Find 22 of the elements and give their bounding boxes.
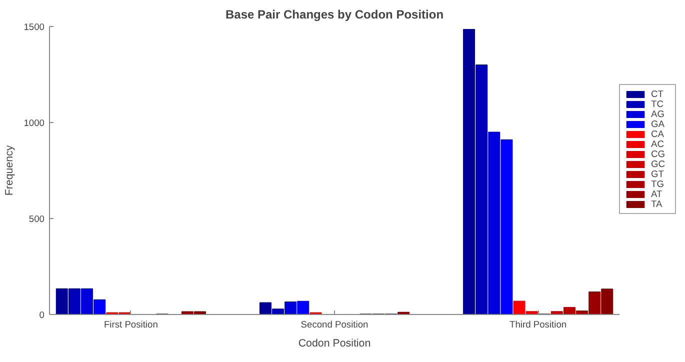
legend-label: AG [651, 109, 666, 119]
x-tick-label: Second Position [300, 320, 368, 330]
y-tick-label: 1000 [24, 118, 45, 128]
chart-title: Base Pair Changes by Codon Position [225, 8, 444, 22]
x-tick-label: First Position [104, 320, 158, 330]
y-axis-title: Frequency [4, 144, 16, 196]
legend-label: TA [651, 199, 664, 209]
y-tick-label: 0 [39, 310, 45, 320]
legend-label: GA [651, 119, 666, 129]
legend-label: TC [651, 99, 664, 109]
y-tick-label: 1500 [24, 22, 45, 32]
x-axis-title: Codon Position [298, 338, 371, 350]
legend-label: CG [651, 149, 666, 159]
legend-label: CT [651, 89, 664, 99]
x-tick-label: Third Position [510, 320, 567, 330]
legend-label: CA [651, 129, 665, 139]
y-tick-label: 500 [28, 214, 45, 224]
legend-label: GT [651, 169, 665, 179]
legend-label: AC [651, 139, 665, 149]
legend-label: TG [651, 179, 665, 189]
legend-label: GC [651, 159, 666, 169]
legend-label: AT [651, 189, 664, 199]
